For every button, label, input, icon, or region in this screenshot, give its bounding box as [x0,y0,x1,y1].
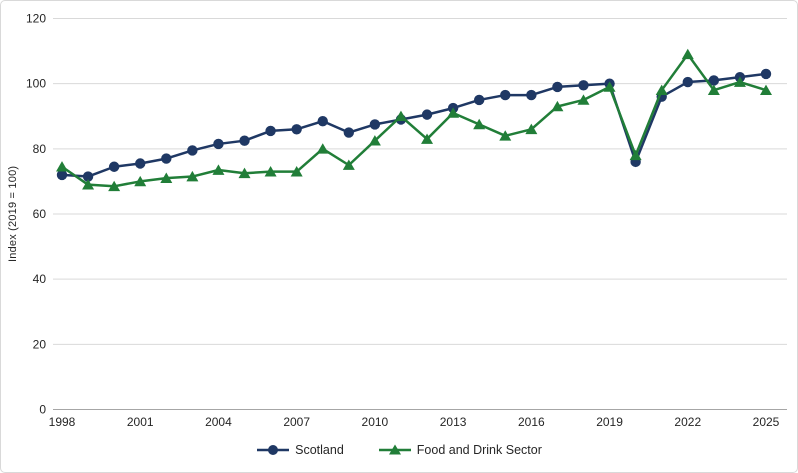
data-point-triangle [82,179,95,190]
data-point-circle [526,89,537,101]
x-tick-label: 2016 [518,415,545,429]
data-point-triangle [629,149,642,161]
x-tick-label: 2007 [283,415,310,429]
data-point-triangle [681,48,694,60]
data-point-triangle [707,84,720,95]
data-point-circle [500,89,511,101]
data-point-triangle [525,123,538,135]
data-point-triangle [56,161,68,172]
data-point-circle [82,171,94,182]
data-point-circle [187,145,198,156]
data-point-circle [421,109,433,120]
data-point-triangle [108,180,121,192]
x-tick-label: 2001 [127,415,154,429]
x-tick-label: 2022 [674,415,701,429]
data-point-circle [291,124,302,135]
data-point-circle [265,125,276,137]
data-point-circle [473,94,485,106]
scotland-line-circle-icon [257,445,290,455]
x-tick-label: 2019 [596,415,623,429]
data-point-triangle [473,118,486,130]
legend-label-scotland: Scotland [295,443,344,457]
data-point-circle [369,119,381,130]
data-point-circle [578,80,589,91]
data-point-circle [708,75,720,86]
y-axis-title: Index (2019 = 100) [7,165,19,263]
data-point-triangle [760,84,772,95]
data-point-triangle [447,107,460,118]
data-point-triangle [342,159,355,170]
y-tick-label: 20 [33,337,47,351]
legend: Scotland Food and Drink Sector [1,443,797,457]
data-point-triangle [160,172,173,183]
y-tick-label: 80 [33,142,47,156]
x-tick-label: 2025 [753,415,780,429]
series-line-triangle [61,53,767,188]
data-point-triangle [733,76,746,87]
data-point-circle [682,76,693,88]
legend-item-food-drink: Food and Drink Sector [378,443,542,457]
data-point-circle [108,161,120,172]
x-tick-label: 2013 [440,415,467,429]
series-line-circle [61,72,767,178]
data-point-triangle [577,94,590,105]
data-point-triangle [499,130,512,141]
data-point-circle [760,68,772,80]
y-tick-label: 100 [26,77,46,91]
y-tick-label: 120 [26,12,46,26]
x-tick-label: 2004 [205,415,232,429]
data-point-circle [343,127,355,138]
data-point-triangle [186,170,199,182]
data-point-triangle [316,143,329,154]
data-point-triangle [290,166,303,177]
legend-label-food-drink: Food and Drink Sector [416,443,542,457]
data-point-triangle [655,84,668,95]
data-point-triangle [603,81,616,92]
food-drink-line-triangle-icon [378,444,411,455]
data-point-circle [135,158,146,169]
data-point-triangle [212,164,225,175]
data-point-triangle [238,167,251,179]
data-point-triangle [394,110,407,122]
legend-item-scotland: Scotland [256,443,344,457]
data-point-triangle [264,166,277,177]
y-tick-label: 0 [39,403,46,417]
data-point-circle [239,135,250,146]
data-point-circle [552,81,563,93]
data-point-circle [213,138,224,150]
data-point-circle [56,169,68,181]
y-tick-label: 40 [33,272,47,286]
x-tick-label: 1998 [49,415,76,429]
data-point-triangle [551,100,564,112]
data-point-triangle [368,135,381,146]
x-tick-label: 2010 [362,415,389,429]
data-point-triangle [421,133,434,144]
y-tick-label: 60 [33,207,47,221]
data-point-triangle [134,175,147,187]
data-point-circle [317,115,328,127]
data-point-circle [161,153,172,164]
